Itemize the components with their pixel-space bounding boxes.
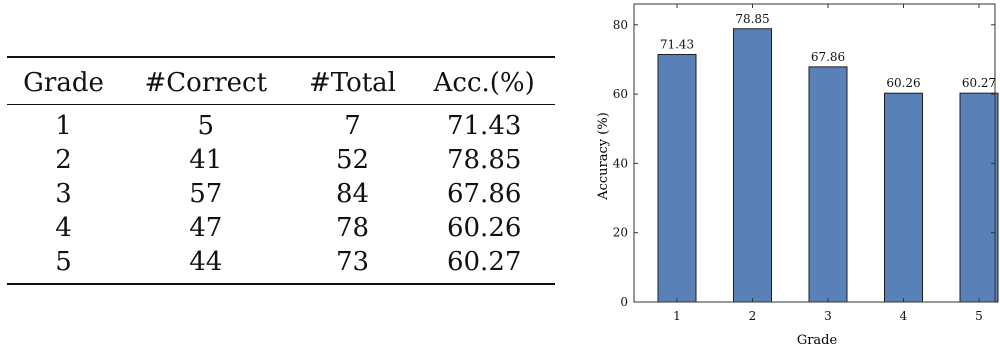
header-grade: Grade: [23, 68, 104, 98]
x-tick-label: 2: [749, 309, 757, 323]
x-tick-label: 4: [900, 309, 908, 323]
cell-correct: 57: [189, 179, 223, 209]
bar: [884, 92, 923, 303]
cell-total: 73: [335, 247, 370, 277]
accuracy-bar-chart: 71.43 78.85 67.86 60.26 60.27 0 20 40 60 80 1 2 3 4 5…: [596, 3, 999, 348]
cell-grade: 2: [55, 145, 72, 175]
cell-correct: 5: [197, 111, 215, 141]
y-tick-label: 60: [613, 87, 628, 101]
x-tick-label: 1: [673, 309, 681, 323]
x-tick-label: 5: [975, 309, 983, 323]
y-tick-label: 40: [613, 156, 628, 170]
table-row: 4 47 78 60.26: [7, 211, 555, 245]
cell-total: 7: [344, 111, 361, 141]
results-table: Grade #Correct #Total Acc.(%) 1 5 7 71.4…: [7, 56, 555, 285]
cell-correct: 47: [189, 213, 223, 243]
bar-value-label: 67.86: [811, 50, 845, 64]
x-tick-label: 3: [824, 309, 832, 323]
cell-grade: 5: [55, 247, 72, 277]
table-row: 1 5 7 71.43: [7, 105, 555, 144]
cell-correct: 41: [189, 145, 223, 175]
bar-value-label: 71.43: [660, 37, 694, 51]
cell-accuracy: 71.43: [446, 111, 522, 141]
cell-total: 78: [335, 213, 370, 243]
bar-value-label: 60.26: [886, 76, 920, 90]
bar: [733, 28, 772, 303]
bar: [657, 53, 697, 303]
cell-grade: 3: [55, 179, 72, 209]
header-correct: #Correct: [144, 68, 268, 98]
cell-grade: 4: [55, 213, 72, 243]
data-labels-group: 71.43 78.85 67.86 60.26 60.27: [660, 12, 996, 90]
cell-total: 84: [335, 179, 370, 209]
table-row: 2 41 52 78.85: [7, 143, 555, 177]
x-axis-label: Grade: [797, 333, 838, 348]
cell-total: 52: [335, 145, 370, 175]
header-accuracy: Acc.(%): [433, 68, 535, 98]
plot-frame: [633, 3, 996, 303]
y-axis-label: Accuracy (%): [596, 112, 611, 201]
y-tick-label: 80: [613, 18, 628, 32]
bars-group: [657, 28, 999, 303]
axes-group: 0 20 40 60 80 1 2 3 4 5: [613, 3, 996, 323]
y-tick-label: 20: [613, 226, 628, 240]
cell-accuracy: 60.26: [446, 213, 522, 243]
cell-accuracy: 60.27: [446, 247, 522, 277]
bar-value-label: 78.85: [735, 12, 769, 26]
bar: [959, 92, 999, 303]
cell-accuracy: 67.86: [446, 179, 522, 209]
cell-accuracy: 78.85: [446, 145, 522, 175]
table-row: 3 57 84 67.86: [7, 177, 555, 211]
cell-grade: 1: [55, 111, 72, 141]
cell-correct: 44: [189, 247, 223, 277]
results-table-container: Grade #Correct #Total Acc.(%) 1 5 7 71.4…: [7, 56, 555, 285]
bar: [808, 66, 848, 303]
bar-value-label: 60.27: [962, 76, 996, 90]
y-tick-label: 0: [620, 295, 628, 309]
table-row: 5 44 73 60.27: [7, 245, 555, 284]
header-total: #Total: [308, 68, 396, 98]
accuracy-chart-container: 71.43 78.85 67.86 60.26 60.27 0 20 40 60 80 1 2 3 4 5…: [585, 0, 1000, 351]
table-header-row: Grade #Correct #Total Acc.(%): [7, 57, 555, 105]
